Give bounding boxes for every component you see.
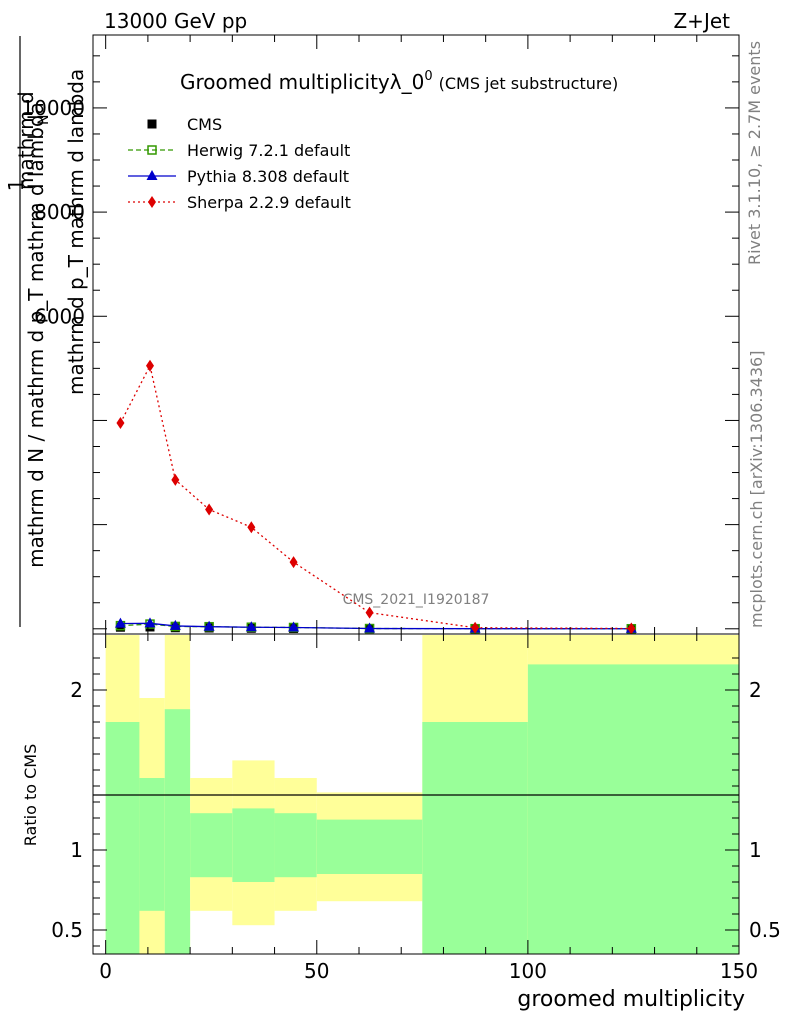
ratio-y-tick-label-right: 0.5 [749, 918, 781, 942]
ratio-band-green [105, 722, 140, 954]
series-layer [114, 359, 637, 635]
data-point [627, 622, 636, 635]
legend-marker [146, 170, 158, 180]
data-point [171, 473, 180, 486]
legend-label: Sherpa 2.2.9 default [187, 193, 351, 212]
ratio-y-tick-label-right: 1 [749, 838, 762, 862]
process-label: Z+Jet [673, 9, 730, 33]
mcplots-source: mcplots.cern.ch [arXiv:1306.3436] [747, 351, 766, 628]
legend-marker [147, 145, 157, 155]
data-point [205, 503, 214, 516]
main-plot: 10000 8000 6000 CMS_2021_I1920187 Groomed … [4, 34, 766, 635]
legend-marker [148, 196, 156, 208]
main-y-tick-labels: 10000 8000 6000 [21, 96, 85, 328]
ratio-band-green [274, 813, 317, 878]
data-point [169, 619, 181, 630]
series-line [119, 363, 632, 630]
x-tick-label: 100 [509, 959, 547, 983]
ratio-band-green [422, 722, 528, 954]
energy-label: 13000 GeV pp [104, 9, 247, 33]
legend-label: Herwig 7.2.1 default [187, 141, 350, 160]
ratio-y-tick-label-right: 2 [749, 678, 762, 702]
y-label-extra-num: mathrm d [14, 91, 38, 190]
data-point [247, 521, 256, 534]
x-tick-label: 50 [304, 959, 329, 983]
ratio-band-green [139, 778, 165, 911]
legend-label: Pythia 8.308 default [187, 167, 349, 186]
main-y-label: mathrm d N / mathrm d p_T mathrm d lambd… [4, 69, 88, 568]
ratio-ticks [93, 35, 740, 954]
ratio-y-tick-label-left: 2 [70, 678, 83, 702]
legend-marker [147, 119, 157, 129]
x-axis-label: groomed multiplicity [517, 987, 745, 1012]
y-label-extra-den: mathrm d p_T mathrm d lambda [64, 69, 88, 395]
y-label-denominator: mathrm d N / mathrm d p_T mathrm d lambd… [24, 102, 48, 568]
main-y-tick-label: 8000 [34, 200, 85, 224]
analysis-watermark: CMS_2021_I1920187 [343, 592, 490, 608]
main-y-tick-label: 10000 [21, 96, 85, 120]
y-label-numerator: 1 [4, 179, 28, 192]
ratio-frame [92, 633, 740, 955]
data-point [144, 617, 156, 628]
data-point [471, 621, 480, 634]
series-2 [114, 617, 637, 633]
ratio-tick-labels: 0.5 0.5 1 1 2 2 0 50 100 150 [51, 678, 781, 983]
main-y-tick-label: 6000 [34, 304, 85, 328]
chart-title-main: Groomed multiplicityλ_0 [180, 70, 424, 94]
ratio-band-green [527, 664, 739, 954]
data-point [203, 620, 215, 631]
ratio-band-green [232, 808, 275, 882]
ratio-band-green [190, 813, 233, 878]
series-line [120, 622, 632, 630]
ratio-band-green [164, 709, 191, 954]
ratio-plot: 0.5 0.5 1 1 2 2 0 50 100 150 Ratio to CMS groomed… [21, 35, 781, 1012]
legend: CMS Herwig 7.2.1 default Pythia 8.308 defa… [128, 115, 351, 212]
main-y-ticks [93, 55, 739, 630]
series-0 [115, 622, 636, 634]
data-point [114, 617, 126, 628]
data-point [364, 622, 376, 633]
series-3 [116, 359, 636, 635]
rivet-info: Rivet 3.1.10, ≥ 2.7M events [745, 41, 764, 265]
chart-title-sup: 0 [424, 69, 432, 84]
ratio-y-label: Ratio to CMS [21, 744, 40, 846]
data-point [289, 556, 298, 569]
ratio-band-green [316, 819, 423, 874]
data-point [365, 606, 374, 619]
chart-title: Groomed multiplicityλ_00 (CMS jet substru… [180, 69, 618, 94]
legend-label: CMS [187, 115, 222, 134]
ratio-y-tick-label-left: 1 [70, 838, 83, 862]
x-tick-label: 0 [99, 959, 112, 983]
data-point [146, 359, 154, 372]
ratio-y-tick-label-left: 0.5 [51, 918, 83, 942]
data-point [245, 621, 257, 632]
data-point [116, 417, 125, 430]
chart-subtitle: (CMS jet substructure) [439, 74, 619, 93]
y-label-extra-sub: N [36, 115, 52, 125]
x-tick-label: 150 [720, 959, 758, 983]
data-point [288, 621, 300, 632]
